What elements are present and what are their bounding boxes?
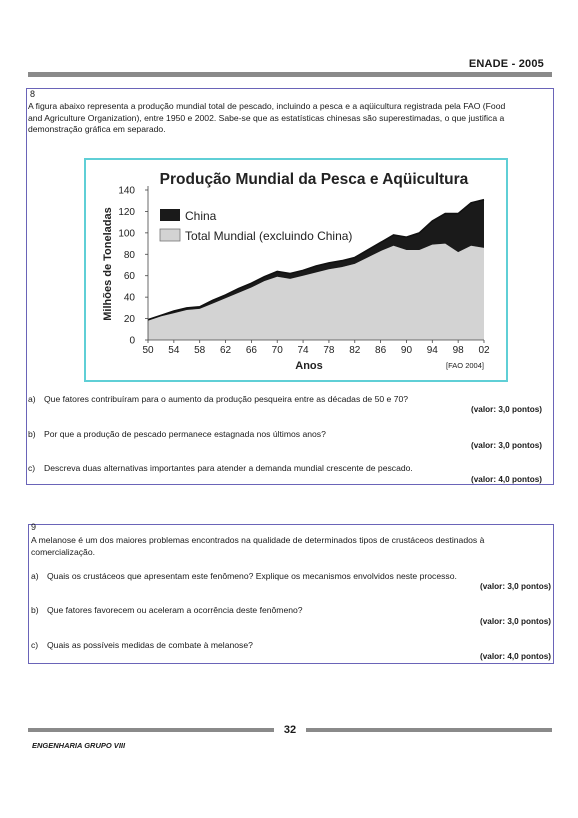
item-text: Quais as possíveis medidas de combate à …	[47, 640, 253, 650]
question-9-box	[28, 524, 554, 664]
x-tick-label: 70	[272, 345, 284, 356]
chart-xlabel: Anos	[295, 360, 323, 372]
page-number: 32	[283, 724, 297, 736]
chart-legend: China Total Mundial (excluindo China)	[159, 209, 352, 243]
item-valor: (valor: 3,0 pontos)	[471, 441, 542, 450]
intro-line: A melanose é um dos maiores problemas en…	[31, 535, 485, 545]
question-8-number: 8	[30, 89, 36, 99]
header-rule	[28, 72, 552, 77]
item-text: Descreva duas alternativas importantes p…	[44, 463, 413, 473]
item-text: Por que a produção de pescado permanece …	[44, 429, 326, 439]
area-total-excl-china	[148, 243, 484, 340]
x-tick-label: 82	[349, 345, 361, 356]
item-valor: (valor: 3,0 pontos)	[480, 582, 551, 591]
question-8-box	[26, 88, 554, 485]
x-tick-label: 50	[142, 345, 154, 356]
question-9-item-c: c) Quais as possíveis medidas de combate …	[31, 640, 253, 650]
question-8-intro: A figura abaixo representa a produção mu…	[28, 101, 554, 136]
x-tick-label: 90	[401, 345, 413, 356]
chart-frame: Produção Mundial da Pesca e Aqüicultura …	[84, 158, 508, 382]
item-text: Que fatores contribuíram para o aumento …	[44, 394, 409, 404]
intro-line: comercialização.	[31, 546, 95, 557]
intro-line: demonstração gráfica em separado.	[28, 124, 166, 134]
x-tick-label: 02	[478, 345, 490, 356]
y-tick-label: 60	[124, 271, 136, 282]
x-tick-label: 74	[298, 345, 310, 356]
legend-label-total: Total Mundial (excluindo China)	[185, 229, 352, 243]
legend-swatch-total	[159, 228, 181, 242]
chart-title: Produção Mundial da Pesca e Aqüicultura	[160, 171, 469, 188]
item-text: Quais os crustáceos que apresentam este …	[47, 571, 457, 581]
x-tick-label: 58	[194, 345, 206, 356]
x-tick-label: 66	[246, 345, 258, 356]
item-valor: (valor: 4,0 pontos)	[480, 652, 551, 661]
question-9-item-b: b) Que fatores favorecem ou aceleram a oc…	[31, 605, 303, 615]
item-valor: (valor: 3,0 pontos)	[471, 405, 542, 414]
item-letter: c)	[31, 640, 39, 650]
legend-swatch-china	[160, 209, 180, 221]
y-tick-label: 0	[129, 336, 135, 347]
question-8-item-b: b) Por que a produção de pescado permanec…	[28, 429, 326, 439]
y-tick-label: 20	[124, 314, 136, 325]
question-9-item-a: a) Quais os crustáceos que apresentam est…	[31, 571, 457, 581]
item-letter: b)	[28, 429, 36, 439]
x-tick-label: 86	[375, 345, 387, 356]
x-tick-label: 78	[323, 345, 335, 356]
question-9-number: 9	[31, 522, 37, 532]
item-letter: b)	[31, 605, 39, 615]
x-tick-label: 54	[168, 345, 180, 356]
chart-source-note: [FAO 2004]	[446, 361, 484, 370]
intro-line: and Agriculture Organization), entre 195…	[28, 112, 505, 123]
y-tick-label: 40	[124, 293, 136, 304]
item-valor: (valor: 4,0 pontos)	[471, 475, 542, 484]
series-line-total	[147, 198, 485, 321]
y-tick-label: 140	[118, 186, 135, 197]
question-8-item-c: c) Descreva duas alternativas importantes…	[28, 463, 413, 473]
question-8-item-a: a) Que fatores contribuíram para o aument…	[28, 394, 408, 404]
y-tick-label: 120	[118, 207, 135, 218]
item-letter: a)	[31, 571, 39, 581]
legend-label-china: China	[185, 209, 217, 223]
fish-production-chart: Produção Mundial da Pesca e Aqüicultura …	[102, 171, 490, 372]
item-text: Que fatores favorecem ou aceleram a ocor…	[47, 605, 303, 615]
footer-rule-left	[28, 728, 274, 732]
question-9-intro: A melanose é um dos maiores problemas en…	[31, 535, 553, 558]
x-tick-label: 94	[427, 345, 439, 356]
footer-rule-right	[306, 728, 552, 732]
intro-line: A figura abaixo representa a produção mu…	[28, 101, 506, 111]
y-tick-label: 80	[124, 250, 136, 261]
exam-title: ENADE - 2005	[468, 58, 544, 70]
course-name: ENGENHARIA GRUPO VIII	[32, 741, 126, 750]
x-tick-label: 98	[453, 345, 465, 356]
item-letter: a)	[28, 394, 36, 404]
item-valor: (valor: 3,0 pontos)	[480, 617, 551, 626]
x-tick-label: 62	[220, 345, 232, 356]
y-tick-label: 100	[118, 228, 135, 239]
chart-ylabel: Milhões de Toneladas	[102, 207, 114, 321]
item-letter: c)	[28, 463, 36, 473]
